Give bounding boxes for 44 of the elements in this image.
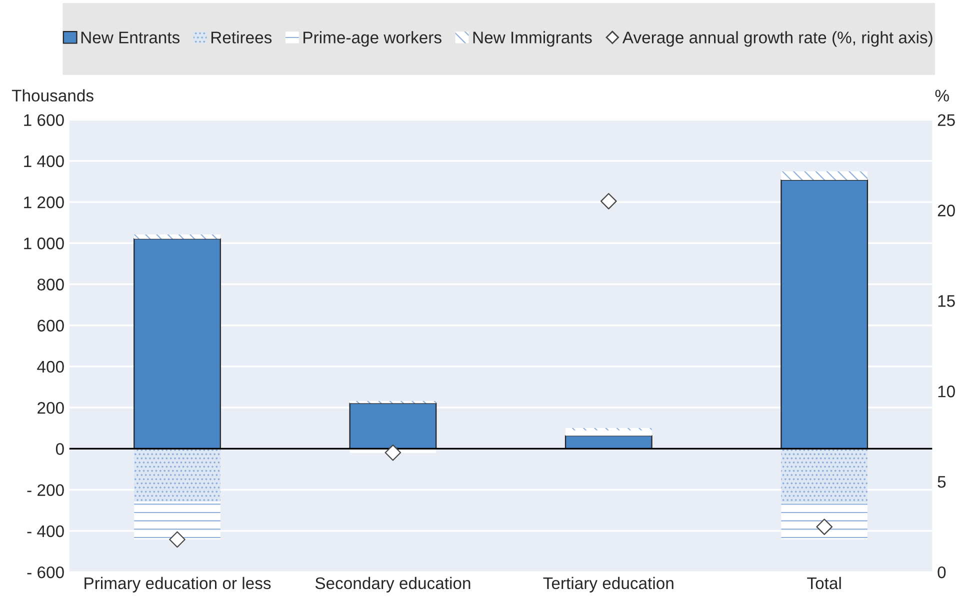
y-tick-label: 1 200 bbox=[24, 196, 64, 208]
legend-label: New Entrants bbox=[81, 32, 180, 44]
y-tick-label: - 400 bbox=[27, 525, 64, 538]
legend-label: Average annual growth rate (%, right axis) bbox=[622, 31, 932, 47]
point bbox=[384, 444, 402, 461]
y-tick-label: 800 bbox=[37, 278, 64, 290]
x-tick-label: Secondary education bbox=[315, 576, 470, 592]
y-tick-label: 1 600 bbox=[24, 114, 64, 126]
x-tick-label: Tertiary education bbox=[543, 576, 674, 592]
bar bbox=[566, 428, 652, 430]
bar bbox=[781, 448, 868, 503]
bar bbox=[134, 238, 221, 450]
y2-tick-label: 15 bbox=[938, 295, 955, 307]
y2-tick-label: 0 bbox=[938, 566, 946, 578]
bar bbox=[566, 430, 652, 436]
y2-axis-title: % bbox=[935, 90, 949, 102]
point bbox=[169, 531, 186, 548]
y-tick-label: - 200 bbox=[27, 484, 64, 496]
bar bbox=[780, 179, 868, 450]
y-tick-label: 1 400 bbox=[24, 155, 64, 168]
legend-label: Retirees bbox=[211, 31, 272, 44]
y-tick-label: - 600 bbox=[27, 566, 64, 578]
bar bbox=[134, 502, 220, 540]
y-tick-label: 0 bbox=[56, 443, 64, 455]
y-tick-label: 400 bbox=[37, 360, 64, 373]
bar bbox=[349, 402, 437, 450]
legend-label: Prime-age workers bbox=[304, 31, 442, 47]
legend-label: New Immigrants bbox=[473, 31, 592, 47]
y-tick-label: 600 bbox=[38, 320, 64, 332]
bar bbox=[134, 234, 220, 239]
y2-tick-label: 10 bbox=[938, 386, 955, 398]
point bbox=[816, 518, 833, 535]
bar bbox=[781, 171, 868, 180]
bar bbox=[781, 502, 868, 540]
y2-tick-label: 20 bbox=[938, 204, 955, 216]
y-tick-label: 1 000 bbox=[24, 238, 64, 250]
y2-tick-label: 5 bbox=[938, 476, 946, 488]
bar bbox=[134, 448, 220, 502]
point bbox=[600, 193, 617, 210]
y-tick-label: 200 bbox=[38, 402, 64, 414]
x-tick-label: Primary education or less bbox=[84, 576, 271, 592]
x-tick-label: Total bbox=[807, 576, 841, 590]
y2-tick-label: 25 bbox=[938, 114, 955, 126]
y-axis-title: Thousands bbox=[12, 89, 94, 102]
